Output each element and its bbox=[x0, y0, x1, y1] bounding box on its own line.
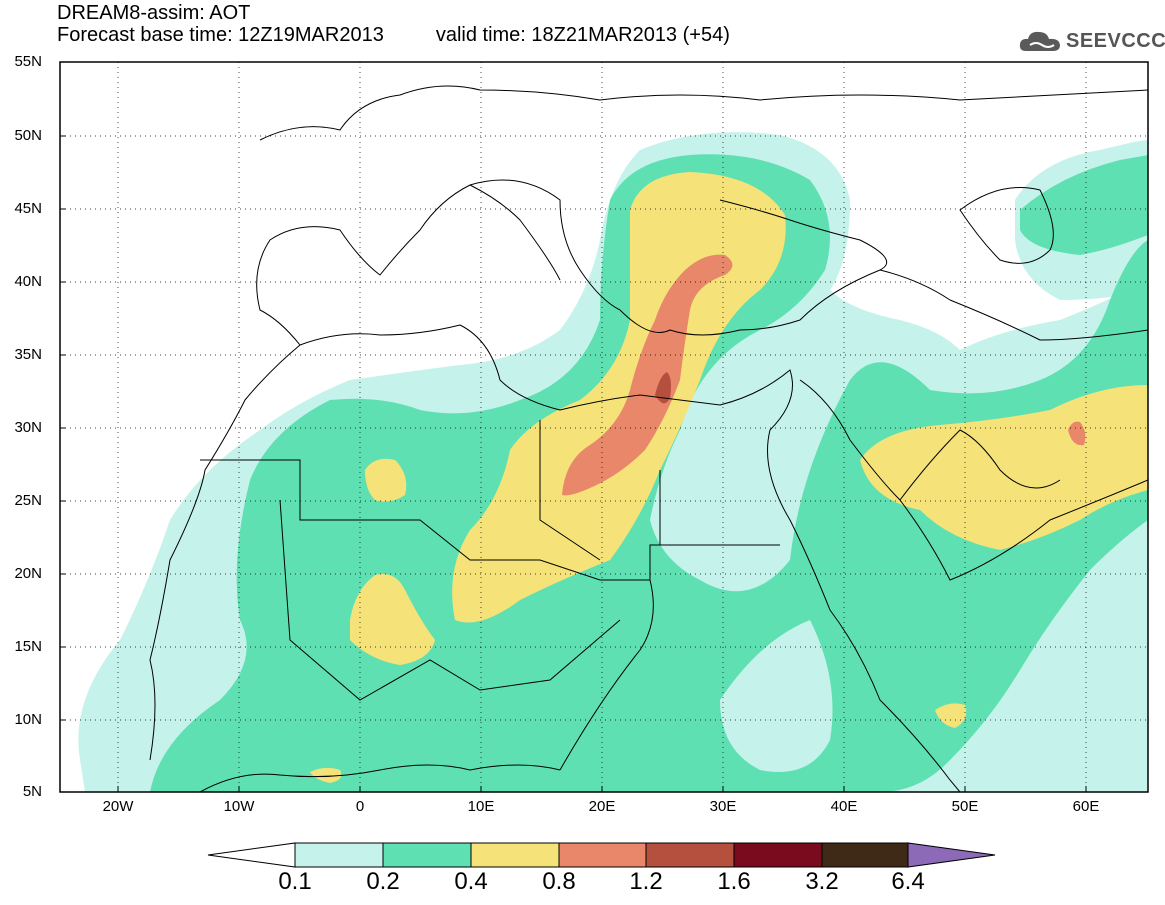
lon-label: 40E bbox=[830, 798, 858, 815]
lat-label: 35N bbox=[14, 346, 42, 363]
colorbar-swatch-7 bbox=[821, 842, 909, 868]
grid-lines bbox=[60, 62, 1148, 792]
aot-level-0-8 bbox=[562, 254, 1086, 496]
colorbar-swatch-3 bbox=[470, 842, 560, 868]
lat-label: 5N bbox=[22, 783, 42, 800]
colorbar-label: 6.4 bbox=[891, 868, 925, 895]
lat-label: 50N bbox=[14, 127, 42, 144]
colorbar-over-arrow bbox=[907, 842, 996, 868]
lon-label: 60E bbox=[1072, 798, 1100, 815]
lon-label: 20E bbox=[588, 798, 616, 815]
colorbar-label: 0.1 bbox=[278, 868, 312, 895]
lat-label: 15N bbox=[14, 638, 42, 655]
lon-label: 10E bbox=[467, 798, 495, 815]
coastlines bbox=[149, 85, 1148, 792]
lat-label: 20N bbox=[14, 565, 42, 582]
map-title: DREAM8-assim: AOT bbox=[57, 2, 251, 24]
colorbar-under-arrow bbox=[207, 842, 296, 868]
lon-label: 0 bbox=[355, 798, 365, 815]
lon-label: 10W bbox=[223, 798, 255, 815]
colorbar-label: 0.2 bbox=[366, 868, 400, 895]
cloud-logo-icon bbox=[1019, 31, 1060, 51]
time-info: Forecast base time: 12Z19MAR2013 valid ti… bbox=[57, 24, 730, 46]
colorbar-swatch-5 bbox=[645, 842, 735, 868]
lon-label: 30E bbox=[709, 798, 737, 815]
forecast-base-time: Forecast base time: 12Z19MAR2013 bbox=[57, 24, 384, 46]
colorbar-label: 0.4 bbox=[454, 868, 488, 895]
seevccc-logo: SEEVCCC bbox=[1018, 24, 1165, 58]
colorbar-label: 1.2 bbox=[629, 868, 663, 895]
colorbar-swatch-6 bbox=[733, 842, 823, 868]
aot-fields bbox=[78, 132, 1148, 792]
colorbar-swatch-4 bbox=[558, 842, 647, 868]
map-frame bbox=[59, 61, 1149, 793]
valid-time: valid time: 18Z21MAR2013 (+54) bbox=[435, 24, 730, 46]
lon-label: 50E bbox=[951, 798, 979, 815]
colorbar-label: 1.6 bbox=[717, 868, 751, 895]
colorbar-label: 0.8 bbox=[542, 868, 576, 895]
colorbar-swatch-2 bbox=[382, 842, 472, 868]
colorbar-label: 3.2 bbox=[805, 868, 839, 895]
lat-label: 10N bbox=[14, 711, 42, 728]
aot-level-1-2 bbox=[655, 372, 671, 404]
lat-label: 25N bbox=[14, 492, 42, 509]
lat-label: 55N bbox=[14, 53, 42, 70]
lat-label: 40N bbox=[14, 273, 42, 290]
lat-label: 30N bbox=[14, 419, 42, 436]
colorbar-swatch-1 bbox=[294, 842, 384, 868]
lon-label: 20W bbox=[102, 798, 134, 815]
axis-ticks bbox=[60, 61, 1087, 793]
colorbar bbox=[207, 842, 996, 868]
logo-text: SEEVCCC bbox=[1066, 29, 1165, 52]
lat-label: 45N bbox=[14, 200, 42, 217]
